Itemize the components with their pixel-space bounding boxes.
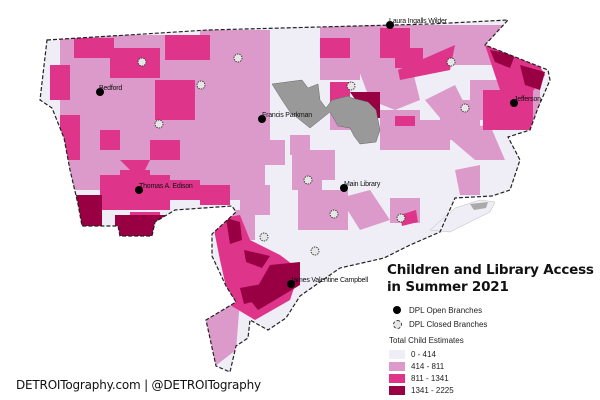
legend-class-2: 811 - 1341 — [387, 372, 597, 384]
credit-text: DETROITography.com | @DETROITography — [16, 378, 261, 392]
svg-text:Laura Ingalls Wilder: Laura Ingalls Wilder — [389, 18, 448, 25]
closed-branch-marker[interactable] — [137, 57, 147, 67]
svg-text:Bedford: Bedford — [99, 85, 122, 92]
closed-branch-marker[interactable] — [310, 246, 320, 256]
closed-branch-marker[interactable] — [259, 232, 269, 242]
closed-branch-icon — [391, 318, 403, 330]
map-legend: Children and Library Access in Summer 20… — [387, 262, 597, 396]
closed-branch-marker[interactable] — [196, 80, 206, 90]
legend-closed-branches: DPL Closed Branches — [387, 318, 597, 330]
swatch-icon — [389, 385, 405, 395]
open-branch-bedford[interactable]: Bedford — [96, 85, 123, 96]
svg-text:Jefferson: Jefferson — [514, 96, 541, 103]
closed-branch-marker[interactable] — [396, 213, 406, 223]
legend-class-0: 0 - 414 — [387, 348, 597, 360]
legend-class-1: 414 - 811 — [387, 360, 597, 372]
belle-isle — [429, 199, 496, 233]
closed-branch-marker[interactable] — [154, 119, 164, 129]
closed-branch-marker[interactable] — [446, 57, 456, 67]
legend-estimates-title: Total Child Estimates — [389, 336, 464, 345]
city-boundary — [39, 19, 551, 373]
legend-title: Children and Library Access in Summer 20… — [387, 262, 594, 295]
swatch-icon — [389, 373, 405, 383]
svg-text:Francis Parkman: Francis Parkman — [262, 112, 312, 119]
legend-open-branches: DPL Open Branches — [387, 304, 597, 316]
swatch-icon — [389, 361, 405, 371]
closed-branch-marker[interactable] — [303, 175, 313, 185]
closed-branches — [137, 53, 470, 256]
open-branch-icon — [391, 304, 403, 316]
swatch-icon — [389, 349, 405, 359]
closed-branch-marker[interactable] — [233, 53, 243, 63]
svg-text:James Valentine Campbell: James Valentine Campbell — [290, 277, 369, 284]
open-branch-jefferson[interactable]: Jefferson — [510, 96, 541, 107]
closed-branch-marker[interactable] — [346, 81, 356, 91]
svg-text:Thomas A. Edison: Thomas A. Edison — [139, 183, 193, 190]
closed-branch-marker[interactable] — [329, 209, 339, 219]
open-branches: Bedford Laura Ingalls Wilder Francis Par… — [96, 18, 541, 288]
closed-branch-marker[interactable] — [460, 103, 470, 113]
open-branch-main-library[interactable]: Main Library — [340, 181, 381, 192]
open-branch-laura-ingalls-wilder[interactable]: Laura Ingalls Wilder — [386, 18, 448, 29]
svg-text:Main Library: Main Library — [344, 181, 381, 188]
legend-class-3: 1341 - 2225 — [387, 384, 597, 396]
open-branch-thomas-edison[interactable]: Thomas A. Edison — [135, 183, 193, 194]
open-branch-francis-parkman[interactable]: Francis Parkman — [258, 112, 312, 123]
open-branch-james-valentine-campbell[interactable]: James Valentine Campbell — [287, 277, 369, 288]
